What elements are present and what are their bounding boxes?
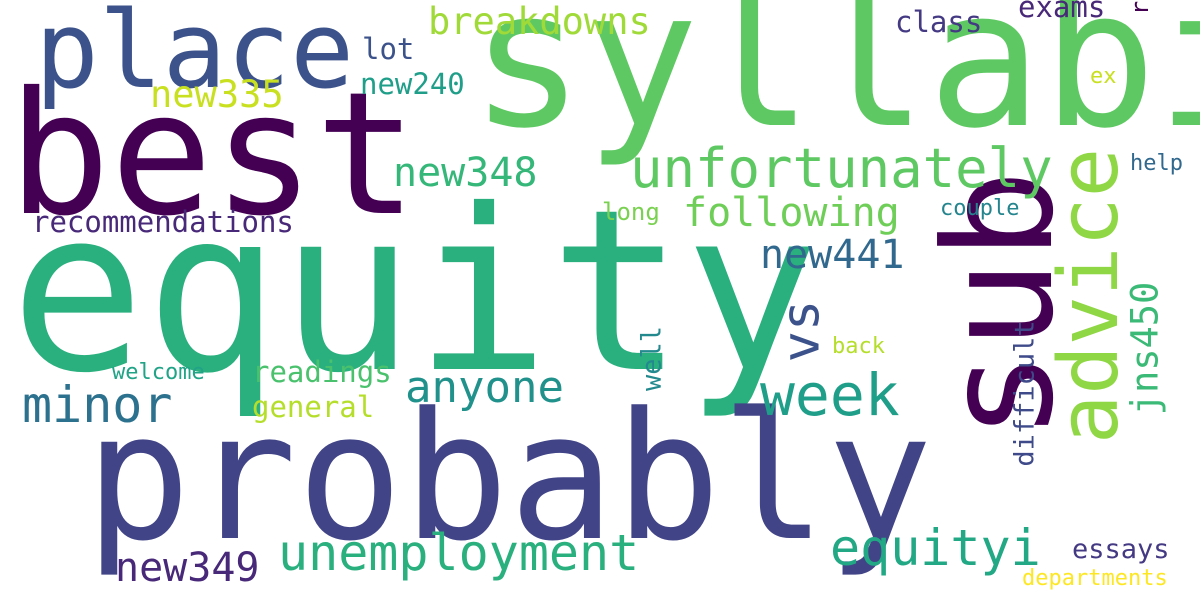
word-welcome: welcome <box>112 360 205 385</box>
word-unfortunately: unfortunately <box>630 137 1053 200</box>
word-difficult: difficult <box>1009 320 1041 467</box>
word-new348: new348 <box>393 150 538 196</box>
word-long: long <box>602 198 660 226</box>
word-anyone: anyone <box>405 362 564 413</box>
word-lot: lot <box>362 32 415 66</box>
word-couple: couple <box>940 196 1020 221</box>
word-essays: essays <box>1072 534 1170 565</box>
word-help: help <box>1130 151 1183 176</box>
word-well: well <box>636 325 668 392</box>
word-vs: vs <box>771 299 832 363</box>
word-new335: new335 <box>150 73 284 116</box>
word-general: general <box>252 390 375 424</box>
word-probably: probably <box>85 375 933 580</box>
word-departments: departments <box>1022 566 1168 591</box>
word-recommendations: recommendations <box>32 205 294 239</box>
word-week: week <box>760 361 900 429</box>
word-readings: readings <box>252 355 392 389</box>
word-equity: equity <box>10 161 820 422</box>
word-exams: exams <box>1018 0 1106 24</box>
word-minor: minor <box>22 376 173 434</box>
word-r: r <box>1126 0 1155 16</box>
word-syllabi: syllabi <box>470 0 1200 170</box>
word-unemployment: unemployment <box>278 524 640 582</box>
word-following: following <box>683 190 900 236</box>
word-back: back <box>832 334 885 359</box>
word-advice: advice <box>1042 147 1137 445</box>
word-breakdowns: breakdowns <box>428 0 651 43</box>
word-ex: ex <box>1090 64 1117 89</box>
word-best: best <box>8 56 418 254</box>
word-jns450: jns450 <box>1123 281 1167 416</box>
word-place: place <box>35 0 355 112</box>
word-new441: new441 <box>760 232 905 278</box>
word-new349: new349 <box>115 545 260 591</box>
word-equityi: equityi <box>830 519 1041 577</box>
word-class: class <box>895 5 983 39</box>
word-new240: new240 <box>360 67 465 101</box>
